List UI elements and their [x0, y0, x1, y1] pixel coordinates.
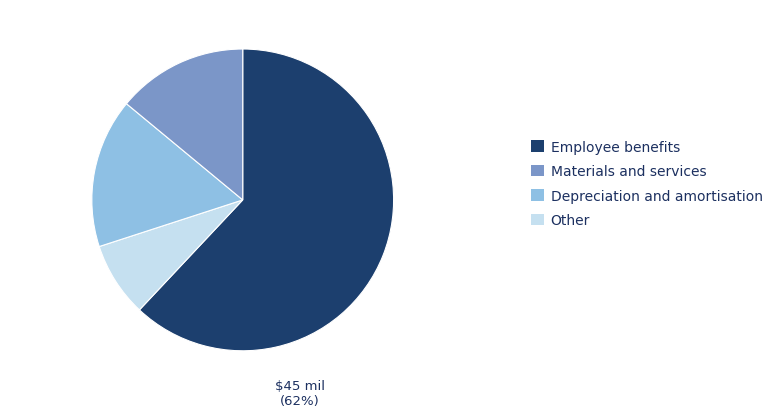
Wedge shape [99, 200, 243, 310]
Legend: Employee benefits, Materials and services, Depreciation and amortisation, Other: Employee benefits, Materials and service… [525, 135, 768, 233]
Wedge shape [139, 50, 394, 351]
Wedge shape [127, 50, 243, 200]
Text: $45 mil
(62%): $45 mil (62%) [275, 379, 325, 407]
Text: $6 mil
(8%): $6 mil (8%) [215, 0, 256, 1]
Wedge shape [92, 104, 243, 247]
